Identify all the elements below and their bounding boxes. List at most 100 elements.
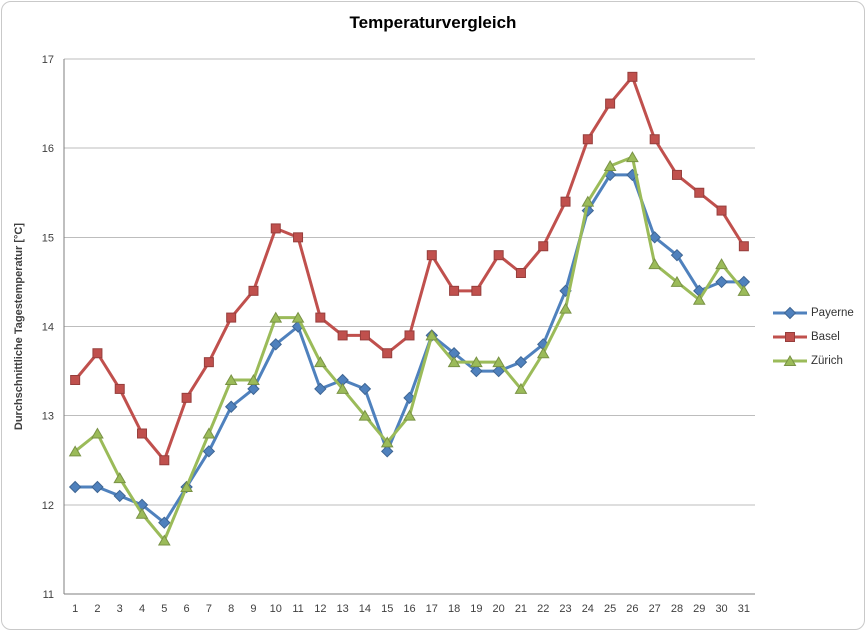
data-point-marker[interactable] (426, 250, 437, 261)
data-point-marker[interactable] (692, 293, 706, 305)
data-point-marker[interactable] (514, 382, 528, 394)
data-point-marker[interactable] (670, 248, 684, 262)
data-point-marker[interactable] (113, 472, 127, 484)
x-tick-label: 6 (184, 603, 190, 615)
data-point-marker[interactable] (425, 329, 439, 341)
data-point-marker[interactable] (515, 268, 526, 278)
data-point-marker[interactable] (135, 507, 149, 519)
data-point-marker[interactable] (247, 382, 260, 396)
data-point-marker[interactable] (226, 312, 237, 323)
data-point-marker[interactable] (603, 160, 617, 171)
data-point-marker[interactable] (381, 445, 394, 458)
data-point-marker[interactable] (559, 302, 572, 314)
data-point-marker[interactable] (785, 332, 795, 342)
data-point-marker[interactable] (91, 480, 104, 494)
series-zrich[interactable] (68, 151, 751, 546)
data-point-marker[interactable] (582, 134, 593, 145)
data-point-marker[interactable] (514, 355, 528, 369)
data-point-marker[interactable] (783, 355, 797, 366)
data-point-marker[interactable] (336, 382, 349, 394)
data-point-marker[interactable] (493, 250, 504, 261)
data-point-marker[interactable] (114, 383, 125, 394)
data-point-marker[interactable] (113, 489, 126, 503)
data-point-marker[interactable] (315, 312, 326, 323)
data-point-marker[interactable] (159, 455, 170, 466)
data-point-marker[interactable] (626, 151, 639, 163)
data-point-marker[interactable] (470, 364, 483, 378)
data-point-marker[interactable] (314, 382, 327, 396)
data-point-marker[interactable] (538, 241, 549, 252)
legend-item-zrich[interactable]: Zürich (772, 349, 854, 373)
x-tick-label: 15 (381, 603, 393, 615)
data-point-marker[interactable] (224, 374, 238, 385)
series-basel[interactable] (70, 71, 749, 466)
data-point-marker[interactable] (449, 285, 460, 296)
data-point-marker[interactable] (137, 428, 148, 439)
data-point-marker[interactable] (605, 98, 616, 109)
data-point-marker[interactable] (158, 516, 171, 529)
x-tick-labels: 1 2 3 4 5 6 7 8 9 10 11 12 13 14 15 16 17 18 19 20 21 22 23 24 2… (72, 603, 750, 615)
data-point-marker[interactable] (92, 348, 103, 359)
data-point-marker[interactable] (293, 232, 304, 243)
data-point-marker[interactable] (471, 285, 482, 296)
x-tick-label: 3 (117, 603, 123, 615)
data-point-marker[interactable] (492, 364, 505, 378)
x-tick-label: 2 (94, 603, 100, 615)
data-point-marker[interactable] (359, 330, 370, 341)
data-point-marker[interactable] (648, 258, 662, 270)
legend-item-payerne[interactable]: Payerne (772, 301, 854, 325)
data-point-marker[interactable] (404, 330, 415, 341)
data-point-marker[interactable] (270, 223, 281, 234)
data-point-marker[interactable] (313, 356, 327, 368)
data-point-marker[interactable] (70, 375, 81, 385)
data-point-marker[interactable] (247, 374, 260, 385)
data-point-marker[interactable] (560, 196, 571, 207)
data-point-marker[interactable] (202, 445, 216, 458)
data-point-marker[interactable] (447, 356, 461, 368)
data-point-marker[interactable] (269, 338, 282, 351)
data-point-marker[interactable] (627, 71, 638, 82)
data-point-marker[interactable] (248, 285, 259, 296)
data-point-marker[interactable] (358, 409, 372, 421)
data-point-marker[interactable] (202, 427, 216, 439)
data-point-marker[interactable] (68, 445, 82, 457)
legend-item-basel[interactable]: Basel (772, 325, 854, 349)
data-point-marker[interactable] (68, 480, 82, 494)
data-point-marker[interactable] (470, 356, 483, 368)
data-point-marker[interactable] (380, 436, 394, 448)
series-line[interactable] (73, 173, 746, 525)
data-point-marker[interactable] (715, 258, 728, 270)
data-point-marker[interactable] (670, 275, 684, 287)
series-line[interactable] (73, 155, 746, 542)
data-point-marker[interactable] (649, 134, 660, 145)
data-point-marker[interactable] (716, 205, 727, 216)
data-point-marker[interactable] (737, 284, 751, 296)
y-tick-label: 12 (42, 500, 54, 512)
data-point-marker[interactable] (671, 169, 682, 180)
data-point-marker[interactable] (181, 392, 192, 403)
data-point-marker[interactable] (224, 400, 238, 413)
legend-marker-triangle (773, 355, 807, 366)
x-tick-label: 5 (161, 603, 167, 615)
x-tick-label: 13 (337, 603, 349, 615)
data-point-marker[interactable] (694, 187, 705, 198)
data-point-marker[interactable] (291, 311, 305, 323)
data-point-marker[interactable] (203, 357, 214, 368)
data-point-marker[interactable] (648, 231, 661, 244)
data-point-marker[interactable] (358, 382, 372, 396)
data-point-marker[interactable] (738, 241, 749, 252)
data-point-marker[interactable] (581, 195, 595, 207)
data-point-marker[interactable] (337, 330, 348, 341)
data-point-marker[interactable] (536, 347, 550, 359)
data-point-marker[interactable] (492, 356, 506, 368)
data-point-marker[interactable] (403, 409, 416, 421)
legend-marker-square (773, 332, 807, 342)
data-point-marker[interactable] (157, 534, 171, 546)
data-point-marker[interactable] (91, 427, 104, 439)
data-point-marker[interactable] (715, 275, 728, 289)
data-point-marker[interactable] (783, 306, 797, 320)
data-point-marker[interactable] (269, 311, 283, 323)
data-point-marker[interactable] (382, 348, 393, 359)
x-tick-label: 18 (448, 603, 460, 615)
data-point-marker[interactable] (180, 481, 193, 492)
